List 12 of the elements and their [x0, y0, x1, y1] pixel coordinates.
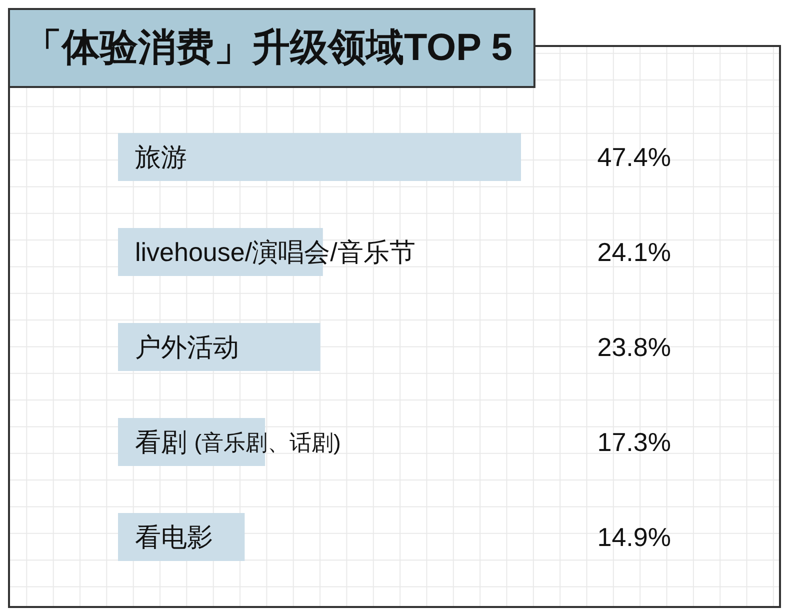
y-tick-label: 看电影 — [135, 522, 213, 552]
y-tick-label: 旅游 — [135, 142, 187, 172]
data-label: 17.3% — [597, 427, 671, 457]
y-tick-label: livehouse/演唱会/音乐节 — [135, 237, 416, 267]
y-tick-label: 看剧 (音乐剧、话剧) — [135, 427, 341, 457]
title: 「体验消费」升级领域TOP 5 — [8, 8, 536, 88]
data-label: 23.8% — [597, 332, 671, 362]
data-label: 47.4% — [597, 142, 671, 172]
y-tick-label: 户外活动 — [135, 332, 239, 362]
data-label: 24.1% — [597, 237, 671, 267]
data-label: 14.9% — [597, 522, 671, 552]
chart-title: 「体验消费」升级领域TOP 5 — [24, 27, 512, 69]
